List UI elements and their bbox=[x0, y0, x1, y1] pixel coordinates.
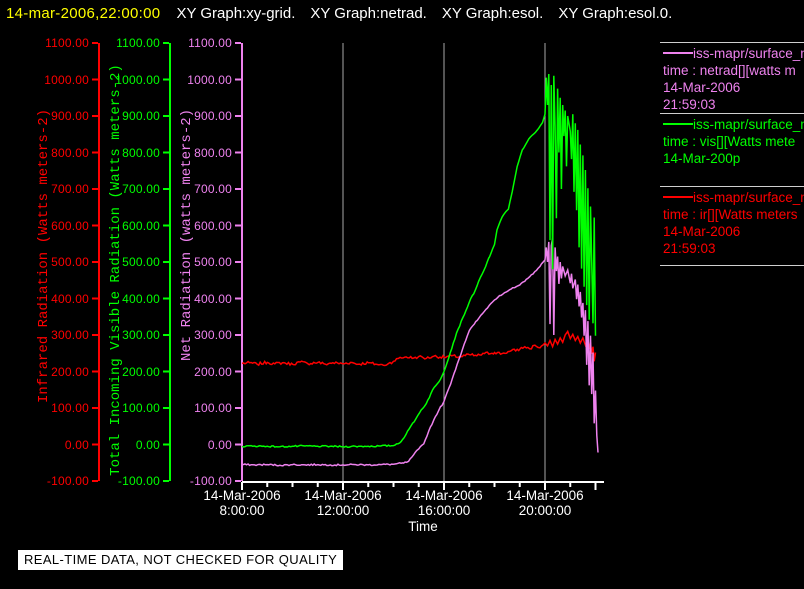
window-title: XY Graph:esol.0. bbox=[558, 5, 673, 22]
y-axis-title-visible: Total Incoming Visible Radiation (Watts … bbox=[108, 64, 124, 476]
legend-detail: 21:59:03 bbox=[663, 241, 716, 256]
legend-line-sample-icon bbox=[663, 122, 693, 125]
y-tick-label-infrared: 800.00 bbox=[51, 145, 89, 160]
y-tick-label-infrared: 900.00 bbox=[51, 109, 89, 123]
y-tick-label-visible: 100.00 bbox=[122, 401, 160, 415]
legend-detail: 14-Mar-2006 bbox=[663, 224, 741, 239]
legend-entry-net: iss-mapr/surface_m time : netrad[][watts … bbox=[660, 42, 804, 113]
x-tick-label: 14-Mar-2006 20:00:00 bbox=[506, 488, 584, 518]
y-tick-label-infrared: 500.00 bbox=[51, 255, 89, 269]
window-title: XY Graph:xy-grid. bbox=[176, 5, 296, 22]
legend-series-name: iss-mapr/surface_m bbox=[663, 189, 804, 206]
y-tick-label-visible: 1100.00 bbox=[116, 36, 160, 50]
y-tick-label-net: 900.00 bbox=[194, 109, 232, 123]
legend-entry-visible: iss-mapr/surface_m time : vis[][Watts met… bbox=[660, 113, 804, 186]
legend-series-name: iss-mapr/surface_m bbox=[663, 45, 804, 62]
window-title: XY Graph:netrad. bbox=[310, 5, 427, 22]
series-line-net_radiation bbox=[241, 238, 599, 467]
y-tick-label-net: 500.00 bbox=[194, 255, 232, 269]
y-tick-label-infrared: 1000.00 bbox=[44, 72, 89, 87]
window-title: XY Graph:esol. bbox=[441, 5, 544, 22]
y-tick-label-net: -100.00 bbox=[189, 474, 232, 488]
y-tick-label-visible: 400.00 bbox=[122, 291, 160, 306]
y-tick-label-infrared: 0.00 bbox=[64, 437, 89, 452]
x-tick-label: 14-Mar-2006 16:00:00 bbox=[405, 488, 483, 518]
title-bar: 14-mar-2006,22:00:00 XY Graph:xy-grid. XY … bbox=[6, 4, 687, 24]
legend: iss-mapr/surface_m time : netrad[][watts … bbox=[660, 42, 804, 266]
y-tick-label-net: 600.00 bbox=[194, 218, 232, 233]
legend-detail: 14-Mar-2006 bbox=[663, 80, 741, 95]
y-tick-label-visible: -100.00 bbox=[117, 474, 160, 488]
legend-detail: time : netrad[][watts m bbox=[663, 63, 796, 78]
y-tick-label-infrared: -100.00 bbox=[46, 474, 89, 488]
y-tick-label-net: 800.00 bbox=[194, 145, 232, 160]
legend-line-sample-icon bbox=[663, 51, 693, 54]
x-axis-title: Time bbox=[408, 519, 438, 534]
y-tick-label-net: 700.00 bbox=[194, 182, 232, 196]
y-tick-label-visible: 800.00 bbox=[122, 145, 160, 160]
y-tick-label-infrared: 700.00 bbox=[51, 182, 89, 196]
legend-line-sample-icon bbox=[663, 195, 693, 198]
y-tick-label-infrared: 400.00 bbox=[51, 291, 89, 306]
y-tick-label-visible: 500.00 bbox=[122, 255, 160, 269]
y-tick-label-net: 0.00 bbox=[207, 437, 232, 452]
window-titles: XY Graph:xy-grid. XY Graph:netrad. XY Grap… bbox=[176, 5, 687, 22]
legend-detail: time : vis[][Watts mete bbox=[663, 134, 796, 149]
y-axis-title-net: Net Radiation (watts meters-2) bbox=[179, 108, 195, 362]
y-tick-label-visible: 900.00 bbox=[122, 109, 160, 123]
y-tick-label-visible: 0.00 bbox=[135, 437, 160, 452]
y-tick-label-visible: 300.00 bbox=[122, 328, 160, 342]
y-tick-label-infrared: 1100.00 bbox=[45, 36, 89, 50]
series-line-infrared_radiation bbox=[241, 329, 597, 367]
y-tick-label-infrared: 600.00 bbox=[51, 218, 89, 233]
y-tick-label-visible: 200.00 bbox=[122, 364, 160, 379]
y-tick-label-net: 200.00 bbox=[194, 364, 232, 379]
y-tick-label-infrared: 100.00 bbox=[51, 401, 89, 415]
status-timestamp: 14-mar-2006,22:00:00 bbox=[6, 5, 161, 22]
y-tick-label-net: 1000.00 bbox=[187, 72, 232, 87]
y-tick-label-net: 1100.00 bbox=[188, 36, 232, 50]
legend-detail: 14-Mar-200p bbox=[663, 151, 741, 166]
y-tick-label-infrared: 200.00 bbox=[51, 364, 89, 379]
y-axis-title-infrared: Infrared Radiation (Watts meters-2) bbox=[36, 108, 52, 404]
y-tick-label-infrared: 300.00 bbox=[51, 328, 89, 342]
x-tick-label: 14-Mar-2006 12:00:00 bbox=[304, 488, 382, 518]
series-line-visible_radiation bbox=[241, 73, 597, 448]
legend-entry-infrared: iss-mapr/surface_m time : ir[][Watts mete… bbox=[660, 186, 804, 265]
y-tick-label-net: 400.00 bbox=[194, 291, 232, 306]
x-tick-label: 14-Mar-2006 8:00:00 bbox=[203, 488, 281, 518]
legend-detail: 21:59:03 bbox=[663, 97, 716, 112]
y-tick-label-visible: 1000.00 bbox=[115, 72, 160, 87]
y-tick-label-visible: 700.00 bbox=[122, 182, 160, 196]
y-tick-label-net: 100.00 bbox=[194, 401, 232, 415]
legend-series-name: iss-mapr/surface_m bbox=[663, 116, 804, 133]
legend-detail: time : ir[][Watts meters bbox=[663, 207, 798, 222]
y-tick-label-net: 300.00 bbox=[194, 328, 232, 342]
y-tick-label-visible: 600.00 bbox=[122, 218, 160, 233]
quality-banner: REAL-TIME DATA, NOT CHECKED FOR QUALITY bbox=[18, 550, 344, 570]
